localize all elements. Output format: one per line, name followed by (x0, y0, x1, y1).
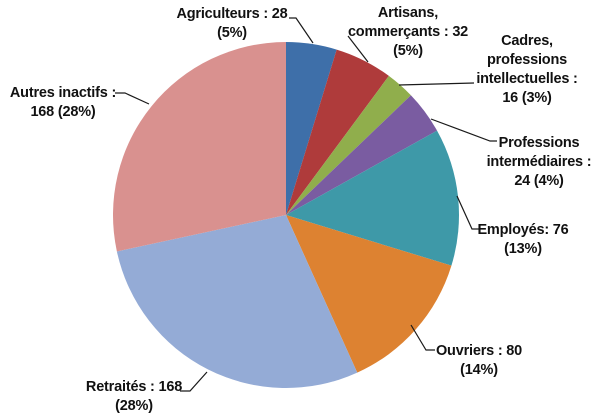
leader-line-professions-intermediaires (430, 118, 497, 142)
leader-line-agriculteurs (289, 17, 314, 44)
leader-line-retraites (180, 371, 208, 392)
callout-cadres: Cadres, professions intellectuelles : 16… (476, 33, 578, 106)
callout-professions-intermediaires: Professions intermédiaires : 24 (4%) (486, 135, 592, 189)
callout-retraites: Retraités : 168 (28%) (85, 379, 183, 414)
pie-slice-agriculteurs (286, 41, 337, 215)
callout-artisans-commercants: Artisans, commerçants : 32 (5%) (347, 5, 469, 59)
leader-line-cadres (398, 82, 475, 86)
leader-line-artisans-commercants (347, 35, 369, 63)
callout-agriculteurs: Agriculteurs : 28 (5%) (176, 6, 288, 41)
pie-slice-retraites (116, 215, 358, 388)
leader-line-autres-inactifs (115, 92, 150, 105)
pie-slice-cadres (286, 75, 411, 215)
callout-autres-inactifs: Autres inactifs : 168 (28%) (9, 85, 117, 120)
pie-slice-artisans-commercants (286, 49, 389, 215)
pie-slice-employes (286, 130, 460, 266)
callout-ouvriers: Ouvriers : 80 (14%) (435, 343, 523, 378)
leader-line-ouvriers (410, 324, 435, 351)
pie-slice-professions-intermediaires (286, 95, 438, 215)
pie-slice-ouvriers (286, 215, 452, 373)
leader-line-employes (456, 195, 480, 230)
callout-employes: Employés: 76 (13%) (477, 222, 569, 257)
pie-slice-autres-inactifs (112, 42, 286, 252)
